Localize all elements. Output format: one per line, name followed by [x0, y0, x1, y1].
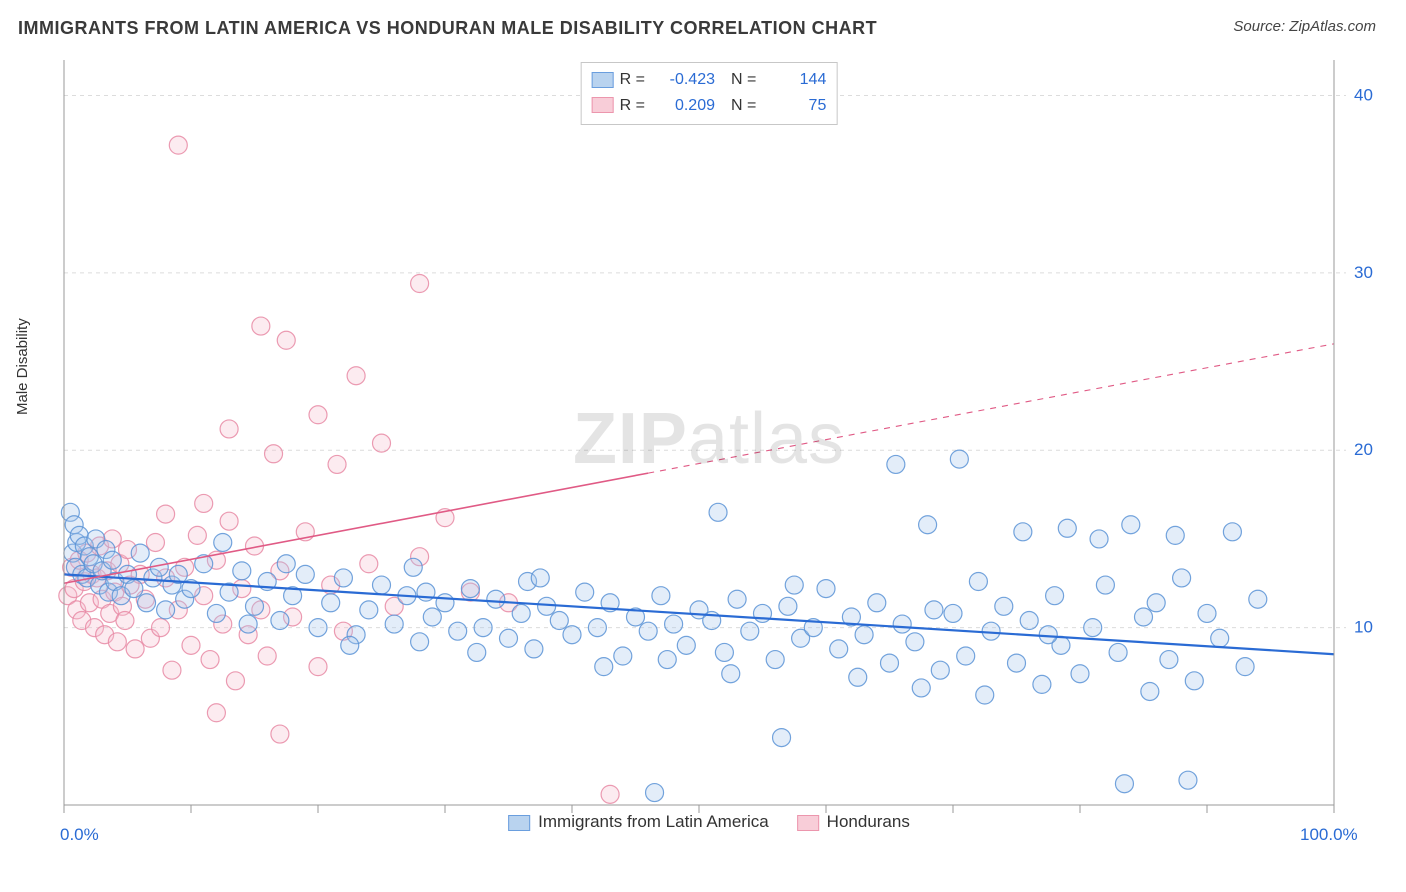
svg-text:10.0%: 10.0% — [1354, 618, 1374, 637]
header: IMMIGRANTS FROM LATIN AMERICA VS HONDURA… — [0, 0, 1406, 45]
legend-label-1: Immigrants from Latin America — [538, 812, 769, 831]
r-value-1: -0.423 — [653, 67, 715, 93]
chart-area: Male Disability ZIPatlas R = -0.423 N = … — [44, 60, 1374, 850]
svg-text:30.0%: 30.0% — [1354, 263, 1374, 282]
n-label: N = — [731, 67, 756, 93]
n-value-1: 144 — [764, 67, 826, 93]
swatch-series-2 — [797, 815, 819, 831]
r-value-2: 0.209 — [653, 93, 715, 119]
x-axis-min-label: 0.0% — [60, 825, 99, 845]
swatch-series-2 — [592, 97, 614, 113]
stats-legend: R = -0.423 N = 144 R = 0.209 N = 75 — [581, 62, 838, 125]
source-prefix: Source: — [1233, 18, 1289, 35]
n-label: N = — [731, 93, 756, 119]
source-name: ZipAtlas.com — [1289, 18, 1376, 35]
r-label: R = — [620, 67, 645, 93]
stats-row-series-2: R = 0.209 N = 75 — [592, 93, 827, 119]
scatter-plot-svg: 10.0% 20.0% 30.0% 40.0% — [44, 60, 1374, 850]
y-axis-label: Male Disability — [14, 318, 31, 415]
legend-item-2: Hondurans — [797, 812, 910, 832]
swatch-series-1 — [592, 72, 614, 88]
legend-label-2: Hondurans — [827, 812, 910, 831]
source-attribution: Source: ZipAtlas.com — [1233, 18, 1376, 35]
chart-title: IMMIGRANTS FROM LATIN AMERICA VS HONDURA… — [18, 18, 877, 39]
r-label: R = — [620, 93, 645, 119]
swatch-series-1 — [508, 815, 530, 831]
n-value-2: 75 — [764, 93, 826, 119]
stats-row-series-1: R = -0.423 N = 144 — [592, 67, 827, 93]
x-axis-max-label: 100.0% — [1300, 825, 1358, 845]
legend-item-1: Immigrants from Latin America — [508, 812, 769, 832]
series-legend: Immigrants from Latin America Hondurans — [508, 812, 910, 832]
svg-text:20.0%: 20.0% — [1354, 440, 1374, 459]
svg-text:40.0%: 40.0% — [1354, 85, 1374, 104]
